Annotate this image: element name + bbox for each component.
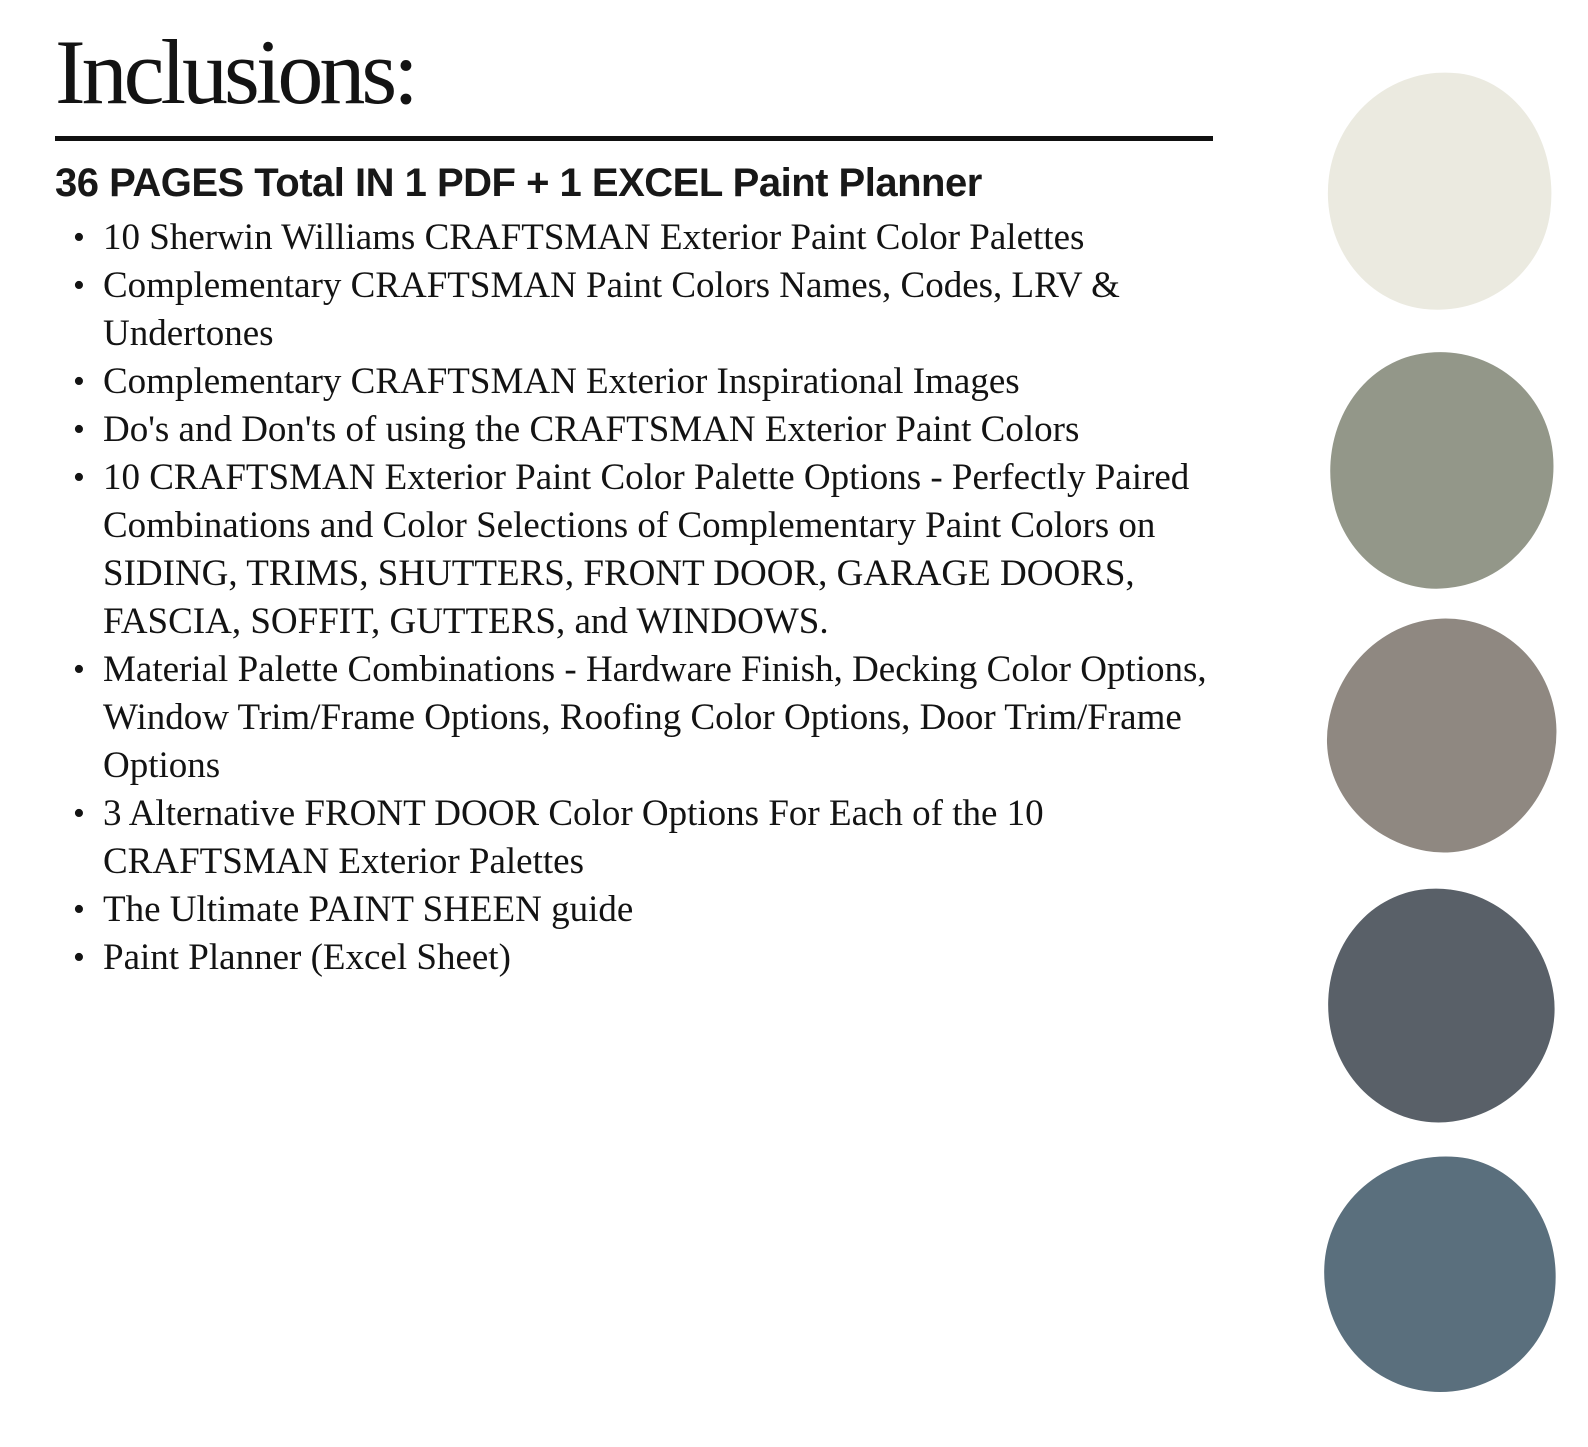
list-item: • Do's and Don'ts of using the CRAFTSMAN… bbox=[65, 406, 1215, 454]
list-item: • 10 Sherwin Williams CRAFTSMAN Exterior… bbox=[65, 214, 1215, 262]
bullet-dot: • bbox=[73, 411, 85, 448]
paint-swatch-slate-blue bbox=[1314, 1146, 1566, 1402]
list-item-text: 10 Sherwin Williams CRAFTSMAN Exterior P… bbox=[103, 217, 1085, 258]
list-item: • Complementary CRAFTSMAN Exterior Inspi… bbox=[65, 358, 1215, 406]
inclusions-list: • 10 Sherwin Williams CRAFTSMAN Exterior… bbox=[55, 214, 1215, 982]
list-item: • Material Palette Combinations - Hardwa… bbox=[65, 646, 1215, 790]
bullet-dot: • bbox=[73, 267, 85, 304]
bullet-dot: • bbox=[73, 651, 85, 688]
list-item-text: Do's and Don'ts of using the CRAFTSMAN E… bbox=[103, 409, 1080, 450]
bullet-dot: • bbox=[73, 459, 85, 496]
list-item: • 3 Alternative FRONT DOOR Color Options… bbox=[65, 790, 1215, 886]
bullet-dot: • bbox=[73, 219, 85, 256]
list-item-text: Material Palette Combinations - Hardware… bbox=[103, 649, 1207, 786]
bullet-dot: • bbox=[73, 363, 85, 400]
list-item-text: 10 CRAFTSMAN Exterior Paint Color Palett… bbox=[103, 457, 1190, 642]
list-item-text: Paint Planner (Excel Sheet) bbox=[103, 937, 511, 978]
paint-swatch-cream bbox=[1314, 59, 1566, 323]
list-item-text: 3 Alternative FRONT DOOR Color Options F… bbox=[103, 793, 1044, 882]
title-underline-rule bbox=[55, 136, 1213, 141]
inclusions-section: Inclusions: 36 PAGES Total IN 1 PDF + 1 … bbox=[55, 0, 1215, 982]
list-item-text: Complementary CRAFTSMAN Exterior Inspira… bbox=[103, 361, 1020, 402]
paint-swatch-dark-slate-blue-gray bbox=[1312, 873, 1570, 1137]
list-item: • 10 CRAFTSMAN Exterior Paint Color Pale… bbox=[65, 454, 1215, 646]
list-item-text: Complementary CRAFTSMAN Paint Colors Nam… bbox=[103, 265, 1120, 354]
bullet-dot: • bbox=[73, 891, 85, 928]
page-title: Inclusions: bbox=[55, 21, 419, 123]
paint-swatch-sage-gray-green bbox=[1318, 340, 1566, 600]
list-item-text: The Ultimate PAINT SHEEN guide bbox=[103, 889, 634, 930]
list-item: • Complementary CRAFTSMAN Paint Colors N… bbox=[65, 262, 1215, 358]
list-item: • The Ultimate PAINT SHEEN guide bbox=[65, 886, 1215, 934]
pages-total-heading: 36 PAGES Total IN 1 PDF + 1 EXCEL Paint … bbox=[55, 161, 982, 205]
list-item: • Paint Planner (Excel Sheet) bbox=[65, 934, 1215, 982]
bullet-dot: • bbox=[73, 939, 85, 976]
paint-swatch-warm-taupe-gray bbox=[1309, 599, 1575, 871]
bullet-dot: • bbox=[73, 795, 85, 832]
